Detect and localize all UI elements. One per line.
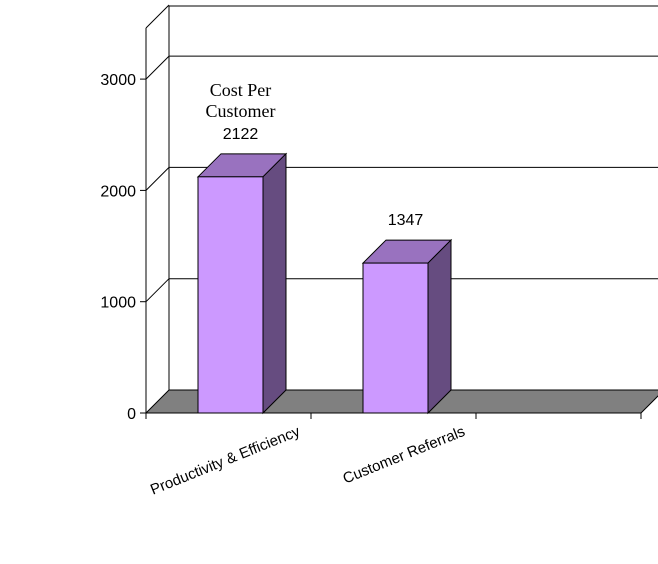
gridline-side [145,167,170,191]
data-label-1: 2122 [223,126,259,143]
bars [196,152,453,415]
gridline-side [145,278,170,303]
y-tick-label: 1000 [100,295,136,312]
left-wall-top-edge [145,4,170,29]
y-tick-label: 3000 [100,72,136,89]
bar-2 [361,238,453,415]
bar-1 [196,152,288,415]
y-tick-label: 2000 [100,183,136,200]
x-tick-label: Productivity & Efficiency [148,423,303,499]
bar-front [197,176,264,414]
data-label-2: 1347 [388,212,424,229]
bar-side [427,238,452,415]
y-axis: 0 1000 2000 3000 [100,72,146,423]
y-tick-label: 0 [127,406,136,423]
x-axis: Productivity & Efficiency Customer Referr… [145,413,642,499]
bar-front [362,262,429,414]
x-tick-label: Customer Referrals [341,423,468,487]
annotation-line-1: Cost Per [210,80,272,100]
annotation-line-2: Customer [206,101,276,121]
bar-side [262,152,287,415]
gridline-side [145,55,170,80]
